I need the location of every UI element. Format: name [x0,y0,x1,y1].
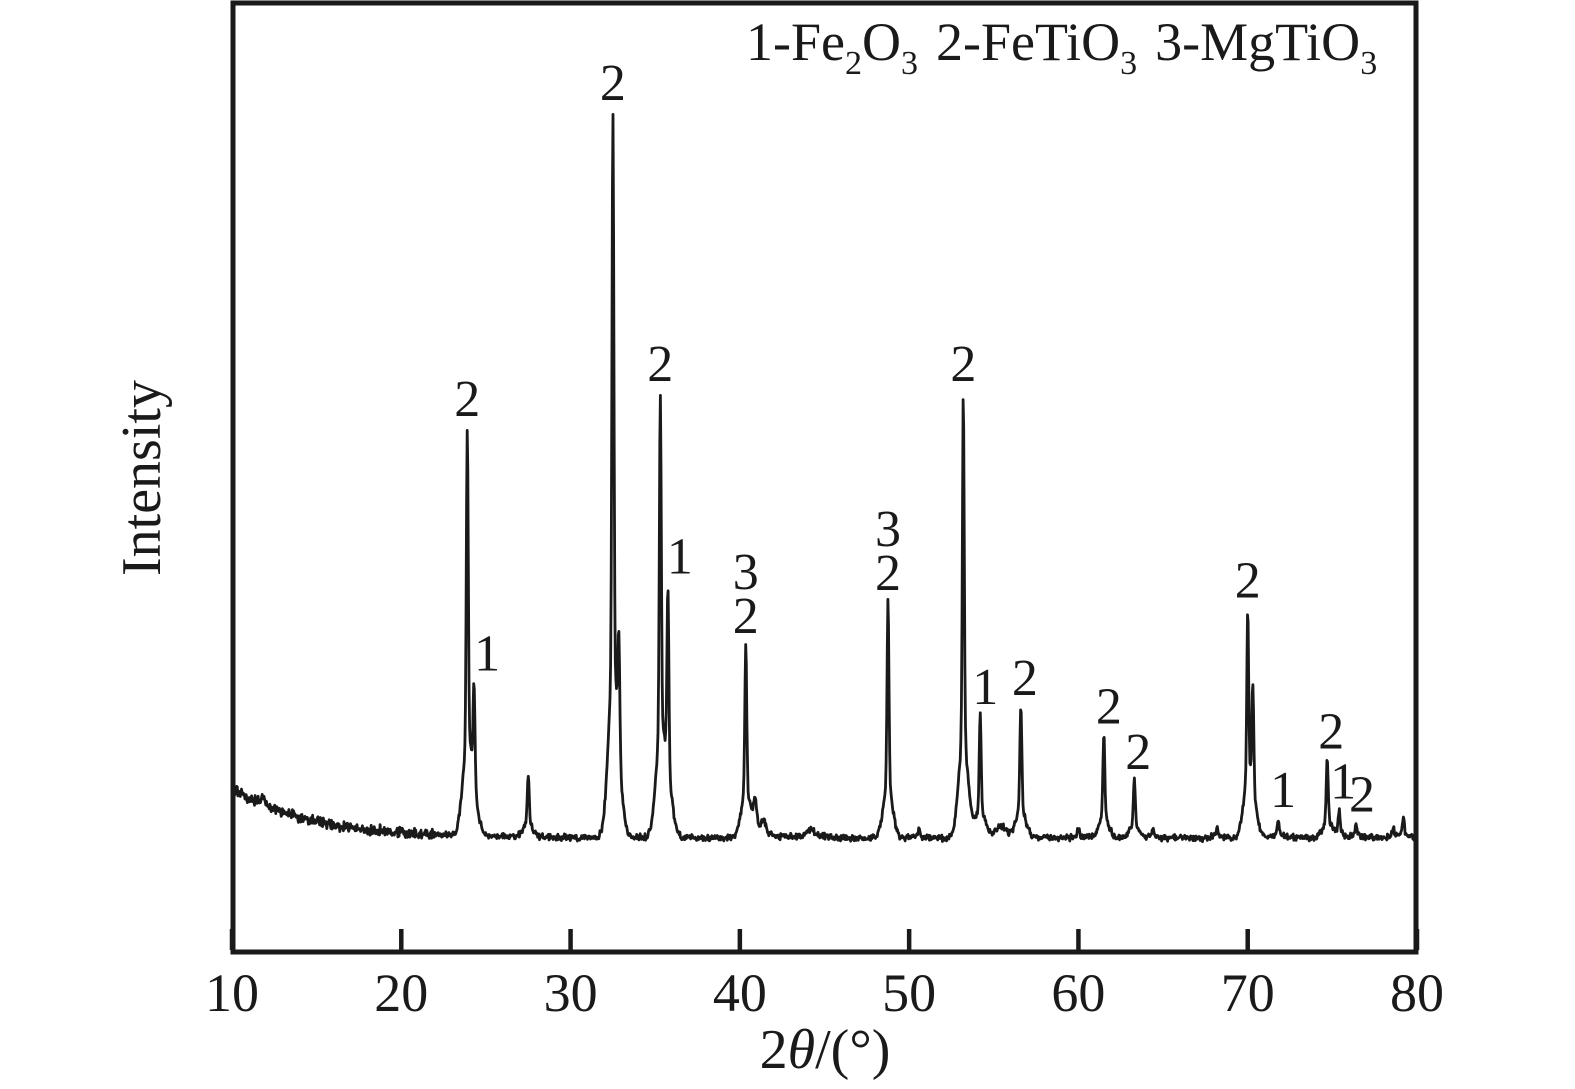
x-tick-label-80: 80 [1390,963,1444,1023]
legend-entry-3: 3-MgTiO [1155,12,1360,72]
legend-text: 1-Fe2O3 2-FeTiO3 3-MgTiO3 [746,12,1382,82]
x-axis-title: 2θ/(°) [760,1019,891,1081]
peak-label-48.75-phase-2: 2 [875,545,901,602]
legend-entry-2: 3 [1120,45,1137,82]
legend-reset [1377,12,1382,72]
peak-label-70-phase-2: 2 [1235,552,1261,609]
peak-label-35.75-phase-1: 1 [667,529,693,586]
y-axis-title: Intensity [111,380,173,576]
peak-label-61.5-phase-2: 2 [1096,678,1122,735]
peak-label-56.6-phase-2: 2 [1012,650,1038,707]
legend-entry-1: 3 [901,45,918,82]
x-tick-label-50: 50 [882,963,936,1023]
x-tick-label-70: 70 [1221,963,1275,1023]
peak-label-35.3-phase-2: 2 [647,336,673,393]
peak-label-71.8-phase-1: 1 [1270,762,1296,819]
xrd-trace [230,113,1419,844]
x-axis-title-part: /(°) [815,1019,890,1081]
legend-gap [923,12,937,72]
x-tick-label-40: 40 [713,963,767,1023]
plot-frame [230,0,1419,955]
legend-entry-3: 3 [1360,45,1377,82]
peak-label-53.2-phase-2: 2 [950,336,976,393]
peak-label-63.3-phase-2: 2 [1125,724,1151,781]
peak-label-23.9-phase-2: 2 [454,371,480,428]
legend-entry-1: O [862,12,901,72]
peak-label-40.35-phase-2: 2 [733,588,759,645]
x-axis-title-part: θ [788,1019,816,1081]
peak-label-54.2-phase-1: 1 [972,659,998,716]
peak-label-24.3-phase-1: 1 [474,626,500,683]
legend-entry-1: 2 [845,45,862,82]
peak-label-40.35-phase-3: 3 [733,544,759,601]
legend-entry-1: 1-Fe [746,12,845,72]
x-tick-label-60: 60 [1051,963,1105,1023]
x-axis-title-part: 2 [760,1019,788,1081]
x-tick-label-10: 10 [205,963,259,1023]
legend-gap [1142,12,1156,72]
peak-label-76.4-phase-2: 2 [1349,767,1375,824]
x-axis-tick-labels: 10 20 30 40 50 60 70 80 [205,963,1444,1023]
peak-label-75.4-phase-1: 1 [1330,754,1356,811]
peak-label-32.5-phase-2: 2 [600,55,626,112]
legend-entry-2: 2-FeTiO [936,12,1120,72]
x-axis-ticks [229,929,1420,950]
peak-label-48.75-phase-3: 3 [875,501,901,558]
peak-label-74.7-phase-2: 2 [1318,704,1344,761]
x-tick-label-20: 20 [374,963,428,1023]
x-tick-label-30: 30 [544,963,598,1023]
